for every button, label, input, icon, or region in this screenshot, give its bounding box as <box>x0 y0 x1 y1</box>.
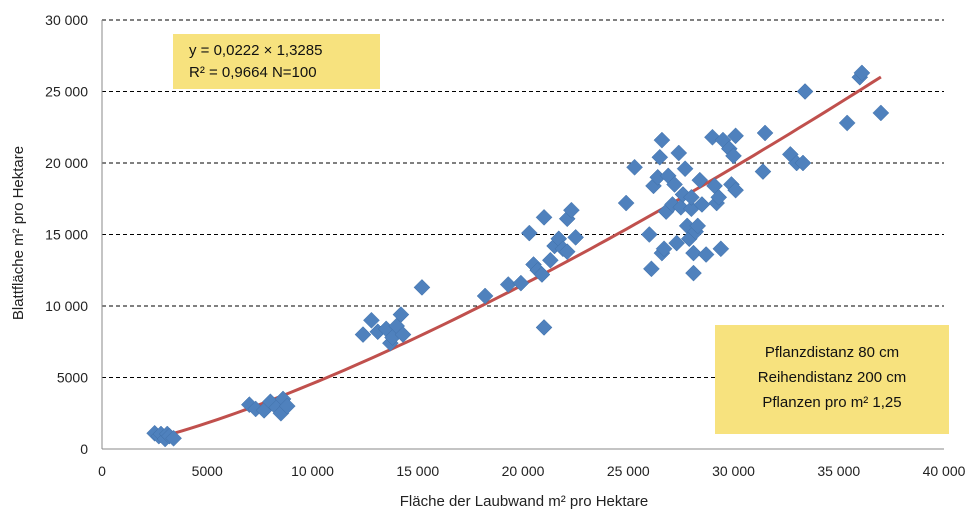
planting-info-box: Pflanzdistanz 80 cm Reihendistanz 200 cm… <box>715 325 949 434</box>
data-point <box>685 264 702 282</box>
data-point <box>712 240 730 258</box>
x-tick-label: 20 000 <box>502 463 545 479</box>
x-tick-label: 35 000 <box>817 463 860 479</box>
y-tick-label: 10 000 <box>45 298 88 314</box>
x-tick-label: 15 000 <box>396 463 439 479</box>
grid-lines <box>102 19 944 450</box>
data-point <box>670 144 688 162</box>
x-tick-label: 0 <box>98 463 106 479</box>
data-point <box>626 158 643 176</box>
data-point <box>668 234 686 252</box>
data-point <box>653 131 671 149</box>
data-point <box>392 306 410 323</box>
data-point <box>689 217 707 235</box>
r-squared-line: R² = 0,9664 N=100 <box>189 64 317 81</box>
data-point <box>363 311 380 329</box>
data-point <box>165 429 182 447</box>
data-point <box>533 266 551 283</box>
info-plant-distance: Pflanzdistanz 80 cm <box>764 344 900 361</box>
x-tick-labels: 0 5000 10 000 15 000 20 000 25 000 30 000 35 00… <box>98 463 966 479</box>
data-point <box>756 124 774 142</box>
x-tick-label: 25 000 <box>607 463 650 479</box>
data-point <box>691 171 709 189</box>
x-tick-label: 10 000 <box>291 463 334 479</box>
equation-box: y = 0,0222 × 1,3285 R² = 0,9664 N=100 <box>173 34 380 89</box>
data-point <box>394 326 412 343</box>
data-point <box>796 83 814 100</box>
info-plants-per-m2: Pflanzen pro m² 1,25 <box>762 394 902 411</box>
data-point <box>697 246 715 263</box>
data-point <box>672 198 690 216</box>
y-tick-labels: 0 5000 10 000 15 000 20 000 25 000 30 000 <box>45 12 88 457</box>
data-point <box>535 208 553 226</box>
data-point <box>725 147 742 165</box>
data-point <box>535 319 553 336</box>
data-point <box>685 244 702 262</box>
y-tick-label: 20 000 <box>45 155 88 171</box>
data-point <box>617 194 635 212</box>
data-point <box>683 188 700 206</box>
data-point <box>676 160 694 178</box>
y-tick-label: 15 000 <box>45 227 88 243</box>
data-point <box>520 224 538 242</box>
data-point <box>476 287 494 305</box>
data-point <box>640 226 658 243</box>
info-row-distance: Reihendistanz 200 cm <box>757 369 907 386</box>
y-tick-label: 25 000 <box>45 84 88 100</box>
data-point <box>838 114 856 132</box>
data-point <box>727 127 744 145</box>
data-point <box>872 104 890 122</box>
x-axis-title: Fläche der Laubwand m² pro Hektare <box>400 493 648 510</box>
data-point <box>413 279 431 296</box>
data-point <box>666 176 683 193</box>
x-tick-label: 30 000 <box>712 463 755 479</box>
data-points <box>146 64 890 448</box>
x-tick-label: 5000 <box>192 463 223 479</box>
data-point <box>542 251 559 269</box>
data-point <box>563 201 580 219</box>
data-point <box>354 326 372 343</box>
y-tick-label: 30 000 <box>45 12 88 28</box>
y-tick-label: 5000 <box>57 370 88 386</box>
data-point <box>278 397 296 415</box>
data-point <box>651 148 669 166</box>
y-axis-title: Blattfläche m² pro Hektare <box>10 146 27 320</box>
data-point <box>693 196 711 213</box>
data-point <box>853 64 871 82</box>
data-point <box>643 260 660 278</box>
x-tick-label: 40 000 <box>923 463 966 479</box>
equation-line: y = 0,0222 × 1,3285 <box>189 42 323 59</box>
data-point <box>794 154 812 172</box>
data-point <box>754 163 772 180</box>
data-point <box>558 243 576 261</box>
data-point <box>512 274 530 292</box>
y-tick-label: 0 <box>80 441 88 457</box>
data-point <box>567 229 584 246</box>
data-point <box>655 240 673 258</box>
data-point <box>499 276 517 293</box>
data-point <box>710 188 728 206</box>
data-point <box>727 181 744 199</box>
